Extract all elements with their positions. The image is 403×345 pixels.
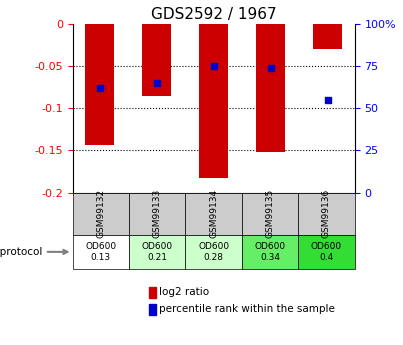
Text: OD600
0.4: OD600 0.4 bbox=[311, 242, 342, 262]
Text: OD600
0.13: OD600 0.13 bbox=[85, 242, 116, 262]
FancyBboxPatch shape bbox=[73, 235, 129, 269]
Title: GDS2592 / 1967: GDS2592 / 1967 bbox=[151, 7, 276, 22]
Text: OD600
0.28: OD600 0.28 bbox=[198, 242, 229, 262]
Point bbox=[96, 85, 103, 91]
FancyBboxPatch shape bbox=[242, 193, 298, 235]
Text: percentile rank within the sample: percentile rank within the sample bbox=[158, 304, 334, 314]
FancyBboxPatch shape bbox=[242, 235, 298, 269]
FancyBboxPatch shape bbox=[129, 193, 185, 235]
FancyBboxPatch shape bbox=[298, 193, 355, 235]
Text: GSM99134: GSM99134 bbox=[209, 189, 218, 238]
FancyBboxPatch shape bbox=[129, 235, 185, 269]
Bar bbox=[85, 24, 114, 145]
Text: GSM99136: GSM99136 bbox=[322, 189, 331, 238]
Text: GSM99135: GSM99135 bbox=[266, 189, 274, 238]
Bar bbox=[199, 24, 228, 178]
Bar bbox=[313, 24, 342, 49]
Point bbox=[324, 97, 331, 103]
FancyBboxPatch shape bbox=[298, 235, 355, 269]
FancyBboxPatch shape bbox=[185, 235, 242, 269]
Point bbox=[154, 80, 160, 86]
Bar bbox=[142, 24, 171, 96]
Text: OD600
0.34: OD600 0.34 bbox=[254, 242, 286, 262]
FancyBboxPatch shape bbox=[73, 193, 129, 235]
Text: GSM99133: GSM99133 bbox=[153, 189, 162, 238]
Bar bbox=[149, 304, 156, 315]
Text: GSM99132: GSM99132 bbox=[96, 189, 105, 238]
FancyBboxPatch shape bbox=[185, 193, 242, 235]
Bar bbox=[149, 287, 156, 298]
Text: log2 ratio: log2 ratio bbox=[158, 287, 209, 297]
Text: growth protocol: growth protocol bbox=[0, 247, 67, 257]
Text: OD600
0.21: OD600 0.21 bbox=[141, 242, 173, 262]
Point bbox=[267, 65, 274, 71]
Bar bbox=[256, 24, 285, 152]
Point bbox=[210, 63, 217, 69]
